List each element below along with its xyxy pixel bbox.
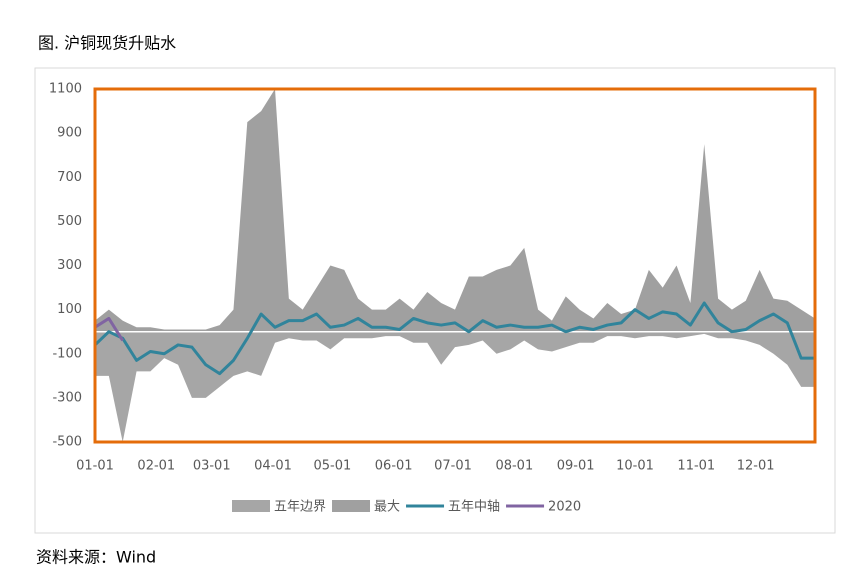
- chart-title: 图. 沪铜现货升贴水: [38, 34, 176, 53]
- x-tick-label: 05-01: [313, 459, 351, 474]
- x-tick-label: 12-01: [737, 459, 775, 474]
- x-tick-label: 09-01: [557, 459, 595, 474]
- x-tick-label: 02-01: [137, 459, 175, 474]
- legend-label: 2020: [548, 500, 581, 515]
- x-tick-label: 07-01: [434, 459, 472, 474]
- x-tick-label: 06-01: [375, 459, 413, 474]
- chart-frame: [34, 67, 836, 534]
- series-line: [93, 301, 815, 376]
- y-tick-label: 500: [57, 214, 82, 229]
- legend-label: 五年边界: [274, 500, 326, 515]
- y-tick-label: -500: [52, 435, 82, 450]
- area: [95, 89, 815, 332]
- source-note: 资料来源：Wind: [36, 548, 156, 567]
- series-line: [94, 316, 124, 342]
- x-tick-label: 03-01: [193, 459, 231, 474]
- legend-swatch: [332, 500, 371, 512]
- highlight-frame: [93, 87, 817, 444]
- y-tick-label: 700: [57, 170, 82, 185]
- area: [95, 331, 815, 442]
- y-tick-label: 300: [57, 258, 82, 273]
- y-tick-label: 100: [57, 302, 82, 317]
- x-tick-label: 10-01: [616, 459, 654, 474]
- y-tick-label: -100: [52, 346, 82, 361]
- x-tick-label: 11-01: [677, 459, 715, 474]
- x-tick-label: 01-01: [76, 459, 114, 474]
- legend-label: 最大: [374, 500, 400, 515]
- plot: -500 -300 -100 100 300 500 700 900 1100 01-01 02-0…: [49, 82, 815, 474]
- legend: 五年边界 最大 五年中轴 2020: [232, 500, 581, 515]
- y-tick-label: -300: [52, 390, 82, 405]
- legend-swatch: [232, 500, 270, 512]
- x-tick-label: 08-01: [495, 459, 533, 474]
- y-tick-label: 1100: [49, 82, 82, 97]
- legend-label: 五年中轴: [448, 500, 500, 515]
- x-tick-label: 04-01: [254, 459, 292, 474]
- y-tick-label: 900: [57, 126, 82, 141]
